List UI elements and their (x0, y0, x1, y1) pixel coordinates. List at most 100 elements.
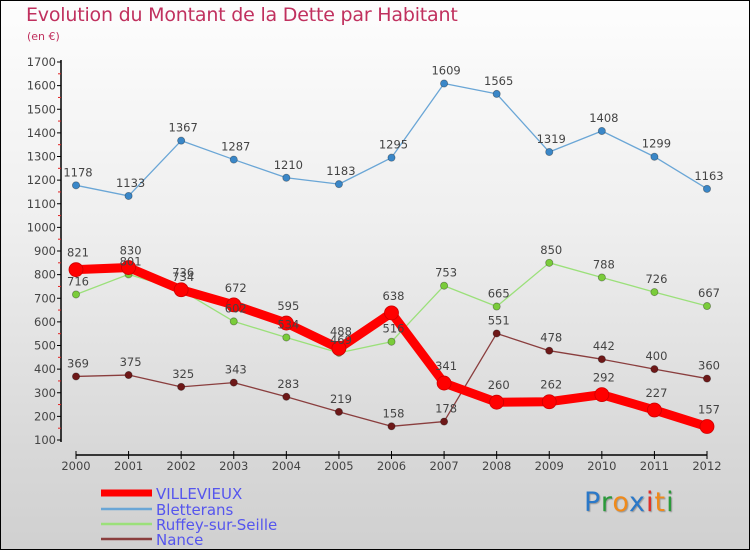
data-label-bletterans: 1319 (537, 132, 566, 146)
y-tick-label: 900 (34, 244, 56, 258)
y-tick-label: 300 (34, 386, 56, 400)
data-point-bletterans (703, 184, 712, 193)
data-label-nance: 158 (383, 406, 405, 420)
data-label-nance: 551 (488, 313, 510, 327)
x-tick-label: 2003 (219, 459, 248, 473)
data-label-bletterans: 1295 (379, 138, 408, 152)
data-point-nance (545, 346, 554, 355)
data-point-villevieux (384, 305, 399, 321)
y-tick-label: 1500 (27, 102, 56, 116)
data-label-nance: 442 (593, 339, 615, 353)
data-label-ruffey-sur-seille: 469 (330, 333, 352, 347)
data-point-villevieux (647, 402, 662, 418)
data-label-nance: 400 (645, 349, 667, 363)
data-point-villevieux (594, 387, 610, 403)
data-label-nance: 219 (330, 392, 352, 406)
legend-label-nance: Nance (156, 531, 203, 549)
data-point-villevieux (331, 340, 347, 356)
data-label-villevieux: 260 (488, 378, 510, 392)
data-label-bletterans: 1183 (326, 164, 355, 178)
data-point-bletterans (650, 152, 659, 161)
x-tick-label: 2002 (167, 459, 196, 473)
data-label-bletterans: 1133 (116, 176, 145, 190)
data-point-nance (124, 371, 133, 380)
data-label-ruffey-sur-seille: 850 (540, 243, 562, 257)
data-point-bletterans (597, 126, 606, 135)
data-point-bletterans (72, 181, 81, 190)
data-point-ruffey-sur-seille (545, 258, 554, 267)
data-label-ruffey-sur-seille: 734 (172, 270, 194, 284)
legend-label-bletterans: Bletterans (156, 501, 234, 519)
data-point-nance (597, 355, 606, 364)
data-point-ruffey-sur-seille (229, 317, 238, 326)
y-tick-label: 1700 (27, 55, 56, 69)
data-label-villevieux: 227 (645, 386, 667, 400)
proxiti-logo: Proxiti (584, 487, 675, 518)
data-label-villevieux: 157 (698, 403, 720, 417)
y-tick-label: 1000 (27, 220, 56, 234)
data-label-bletterans: 1609 (431, 63, 460, 77)
data-label-nance: 283 (277, 377, 299, 391)
data-label-nance: 178 (435, 402, 457, 416)
data-label-ruffey-sur-seille: 716 (67, 274, 89, 288)
data-point-nance (282, 392, 291, 401)
y-tick-label: 400 (34, 362, 56, 376)
data-label-ruffey-sur-seille: 665 (488, 287, 510, 301)
y-tick-label: 600 (34, 315, 56, 329)
data-point-bletterans (177, 136, 186, 145)
data-label-bletterans: 1163 (694, 169, 723, 183)
x-tick-label: 2012 (692, 459, 721, 473)
data-label-bletterans: 1565 (484, 74, 513, 88)
data-label-villevieux: 341 (435, 359, 457, 373)
chart-subtitle: (en €) (27, 30, 60, 43)
logo-letter: r (600, 487, 613, 518)
data-point-bletterans (387, 153, 396, 162)
data-label-ruffey-sur-seille: 753 (435, 266, 457, 280)
data-point-nance (334, 407, 343, 416)
x-tick-label: 2010 (587, 459, 616, 473)
data-point-villevieux (436, 375, 452, 391)
logo-letter: i (666, 487, 675, 518)
y-tick-label: 1200 (27, 173, 56, 187)
data-label-nance: 478 (540, 331, 562, 345)
data-point-nance (387, 422, 396, 431)
data-point-nance (229, 378, 238, 387)
data-label-bletterans: 1210 (274, 158, 303, 172)
data-label-villevieux: 595 (277, 299, 299, 313)
data-point-ruffey-sur-seille (492, 302, 501, 311)
data-point-bletterans (492, 89, 501, 98)
data-label-villevieux: 736 (172, 266, 194, 280)
data-point-ruffey-sur-seille (282, 333, 291, 342)
data-point-villevieux (489, 394, 505, 410)
data-label-nance: 375 (120, 355, 142, 369)
data-point-villevieux (541, 394, 557, 410)
data-point-nance (72, 372, 81, 381)
x-tick-label: 2009 (535, 459, 564, 473)
data-label-nance: 325 (172, 367, 194, 381)
logo-letter: o (612, 487, 630, 518)
data-point-nance (703, 374, 712, 383)
chart-title: Evolution du Montant de la Dette par Hab… (26, 4, 458, 26)
data-point-villevieux (278, 315, 294, 331)
logo-letter: t (654, 487, 667, 518)
x-tick-label: 2000 (61, 459, 90, 473)
data-point-ruffey-sur-seille (440, 281, 449, 290)
data-label-ruffey-sur-seille: 801 (120, 254, 142, 268)
data-point-ruffey-sur-seille (650, 288, 659, 297)
y-tick-label: 200 (34, 409, 56, 423)
logo-letter: P (584, 487, 601, 518)
logo-letter: i (646, 487, 655, 518)
data-label-bletterans: 1299 (642, 137, 671, 151)
data-label-ruffey-sur-seille: 667 (698, 286, 720, 300)
data-point-bletterans (440, 79, 449, 88)
data-point-nance (492, 329, 501, 338)
x-tick-label: 2004 (272, 459, 301, 473)
data-point-villevieux (68, 262, 84, 278)
y-tick-label: 500 (34, 339, 56, 353)
y-tick-label: 1400 (27, 126, 56, 140)
data-label-bletterans: 1408 (589, 111, 618, 125)
x-tick-label: 2008 (482, 459, 511, 473)
data-label-ruffey-sur-seille: 534 (277, 317, 299, 331)
x-tick-label: 2011 (640, 459, 669, 473)
